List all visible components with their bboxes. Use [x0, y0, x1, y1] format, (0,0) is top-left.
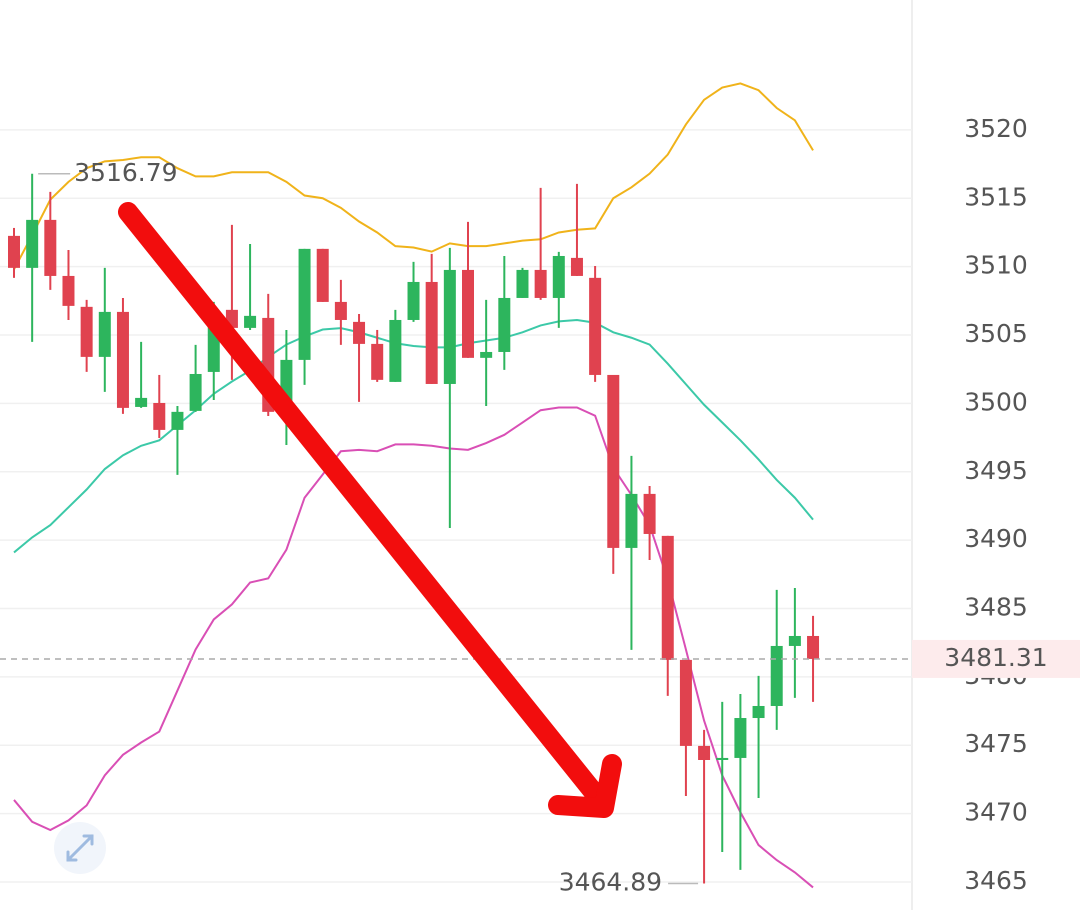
candle-body — [80, 306, 93, 357]
last-price-label: 3481.31 — [944, 643, 1047, 672]
candle-body — [153, 402, 166, 430]
candle-body — [788, 635, 801, 646]
y-tick-label: 3485 — [964, 592, 1028, 621]
y-tick-label: 3490 — [964, 524, 1028, 553]
candle-body — [316, 248, 329, 302]
candle-body — [44, 219, 57, 276]
candle-body — [298, 248, 311, 360]
candle-body — [462, 269, 474, 358]
candle-body — [807, 635, 820, 659]
candle-body — [589, 277, 602, 375]
candle-body — [8, 235, 20, 268]
candle-body — [98, 311, 111, 357]
candle-body — [116, 311, 129, 408]
arrow-shaft — [118, 202, 610, 810]
candles — [8, 173, 820, 884]
indicator-lines — [13, 82, 814, 889]
y-tick-label: 3520 — [964, 114, 1028, 143]
trend-arrow — [118, 202, 622, 818]
candle-body — [371, 343, 384, 380]
indicator-line — [13, 318, 814, 554]
candle-body — [661, 535, 674, 660]
candle-body — [516, 269, 529, 298]
candle-body — [425, 281, 438, 384]
candle-body — [752, 705, 765, 719]
last-price-bg — [912, 639, 1080, 678]
y-tick-label: 3500 — [964, 387, 1028, 416]
candle-body — [407, 281, 420, 320]
candle-body — [334, 301, 347, 320]
expand-button[interactable] — [54, 822, 106, 874]
y-tick-label: 3475 — [964, 729, 1028, 758]
candle-body — [770, 645, 783, 706]
candle-body — [734, 718, 747, 758]
low-label: 3464.89 — [559, 867, 662, 896]
arrow-head — [548, 754, 622, 818]
candle-body — [643, 493, 656, 534]
indicator-line — [13, 406, 814, 889]
labels: 3465347034753480348534903495350035053510… — [0, 114, 1080, 896]
candle-body — [716, 757, 729, 760]
candle-body — [625, 493, 638, 548]
high-label: 3516.79 — [74, 158, 177, 187]
y-tick-label: 3495 — [964, 456, 1028, 485]
y-tick-label: 3510 — [964, 251, 1028, 280]
candle-body — [135, 397, 148, 407]
candle-body — [244, 315, 257, 328]
candle-body — [443, 269, 456, 384]
candle-body — [480, 351, 493, 358]
candle-body — [698, 745, 711, 760]
candle-body — [607, 374, 620, 548]
expand-icon[interactable] — [66, 834, 94, 862]
candle-body — [26, 219, 39, 268]
grid — [0, 129, 912, 883]
candle-body — [679, 659, 692, 746]
candle-body — [62, 275, 75, 306]
candle-body — [171, 411, 184, 430]
indicator-line — [13, 82, 814, 270]
y-tick-label: 3505 — [964, 319, 1028, 348]
candle-body — [534, 269, 547, 298]
candle-body — [353, 321, 366, 344]
candle-body — [189, 373, 202, 411]
y-tick-label: 3465 — [964, 866, 1028, 895]
y-tick-label: 3515 — [964, 182, 1028, 211]
candle-body — [498, 297, 511, 352]
candle-body — [389, 319, 402, 382]
y-tick-label: 3470 — [964, 798, 1028, 827]
candle-body — [552, 255, 565, 298]
candle-body — [570, 257, 583, 276]
